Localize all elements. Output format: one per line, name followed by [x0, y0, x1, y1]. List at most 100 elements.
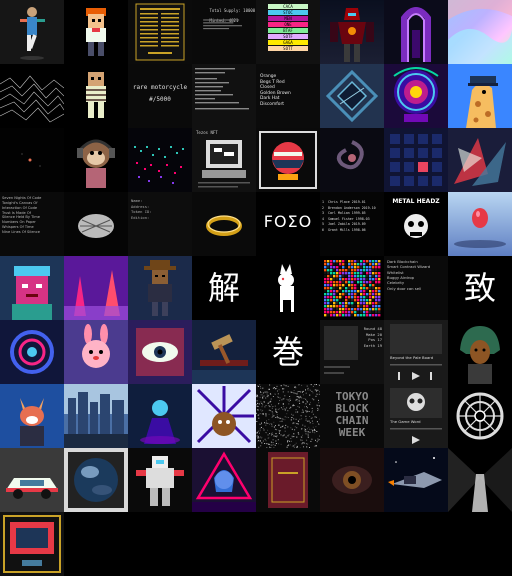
tile-pastel-abstract[interactable] [448, 0, 512, 64]
tile-floating-egg[interactable] [448, 192, 512, 256]
geodesic-orb-art [448, 384, 512, 448]
tile-geodesic-orb[interactable] [448, 384, 512, 448]
tile-red-robot[interactable] [320, 0, 384, 64]
tile-gold-ring[interactable] [192, 192, 256, 256]
tile-color-pills[interactable]: CACA STOC MEN ONE BTAF SOTF GAGA SOTT [256, 0, 320, 64]
tile-neon-rider[interactable] [128, 384, 192, 448]
tile-dot-matrix[interactable] [128, 128, 192, 192]
tile-pixel-kid[interactable] [64, 0, 128, 64]
color-pill: SOTF [268, 34, 308, 39]
tile-blue-tile-grid[interactable] [384, 128, 448, 192]
tile-pink-face-pixel[interactable] [0, 256, 64, 320]
tile-race-car[interactable] [0, 448, 64, 512]
tile-dark-eye[interactable] [320, 448, 384, 512]
tile-neon-triangle-girl[interactable] [192, 448, 256, 512]
tile-static-noise[interactable] [256, 384, 320, 448]
eye-pattern-art [128, 320, 192, 384]
light-corridor-art [448, 448, 512, 512]
tile-pixel-mech[interactable] [128, 448, 192, 512]
tile-menu-list[interactable]: Dark Blockchain Smart Contract Wizard Wh… [384, 256, 448, 320]
tile-metal-headz[interactable]: METAL HEADZ [384, 192, 448, 256]
play-icon [412, 372, 420, 380]
white-llama-art [256, 256, 320, 320]
tile-pixel-skeleton[interactable] [64, 64, 128, 128]
tile-gavel-scene[interactable] [192, 320, 256, 384]
attribute-item: Closed [260, 85, 275, 90]
tile-city-skyline[interactable] [64, 384, 128, 448]
dark-swirl-art [320, 128, 384, 192]
tile-dancing-figure[interactable] [0, 0, 64, 64]
menu-entry: Only door can sell [387, 286, 421, 291]
tile-trait-list-doc[interactable] [192, 64, 256, 128]
wire-terrain-art [0, 64, 64, 128]
neon-triangle-girl-art [192, 448, 256, 512]
tile-cowboy-pixel[interactable] [128, 256, 192, 320]
meta-label: Address: [131, 204, 149, 209]
tile-space-ship[interactable] [384, 448, 448, 512]
tile-supply-stats[interactable]: Total Supply: 10000 Minted: 4821 [192, 0, 256, 64]
tile-skull-player[interactable]: The Game Word [384, 384, 448, 448]
fractal-bloom-art [0, 320, 64, 384]
attribute-item: Orange [260, 74, 276, 79]
red-robot-art [320, 0, 384, 64]
tile-white-shell[interactable] [64, 192, 128, 256]
tile-fomo-text[interactable]: FOΣO [256, 192, 320, 256]
pink-face-art [0, 256, 64, 320]
tile-rare-motorcycle[interactable]: rare motorcycle #/5000 [128, 64, 192, 128]
tile-trait-attributes[interactable]: Orange Begs T Red Closed Golden Brown Da… [256, 64, 320, 128]
color-pill: GAGA [268, 40, 308, 45]
tile-tezos-nft-window[interactable]: Tezos NFT [192, 128, 256, 192]
tile-light-corridor[interactable] [448, 448, 512, 512]
play-icon [412, 436, 420, 444]
tile-white-llama[interactable] [256, 256, 320, 320]
tile-kanji-scroll[interactable]: 巻 [256, 320, 320, 384]
tile-sunset-badge[interactable] [256, 128, 320, 192]
attribute-item: Golden Brown [260, 91, 291, 96]
tile-fox-character[interactable] [0, 384, 64, 448]
meta-label: Edition: [131, 215, 149, 220]
cartoon-burst-art [192, 384, 256, 448]
tile-music-player[interactable]: Beyond the Pale Board [384, 320, 448, 384]
tile-wire-terrain[interactable] [0, 64, 64, 128]
tile-captain-giraffe[interactable] [448, 64, 512, 128]
tile-eye-pattern[interactable] [128, 320, 192, 384]
tile-neon-arch[interactable] [384, 0, 448, 64]
tile-tokyo-blockchain-week[interactable]: TOKYO BLOCK CHAIN WEEK [320, 384, 384, 448]
tile-pink-bunny[interactable] [64, 320, 128, 384]
race-car-art [0, 448, 64, 512]
glass-orb-art [64, 448, 128, 512]
ranking-entry: 2 Brendon Anderson 2019-10 [322, 206, 376, 210]
pastel-abstract-art [448, 0, 512, 64]
tile-dark-void[interactable] [0, 128, 64, 192]
tile-monkey-headphones[interactable] [64, 128, 128, 192]
kanji-glyph: 解 [192, 268, 256, 308]
neon-arch-art [384, 0, 448, 64]
tile-blue-diamond[interactable] [320, 64, 384, 128]
tile-cartoon-burst[interactable] [192, 384, 256, 448]
pixel-kid-art [64, 0, 128, 64]
tile-ranking-list[interactable]: 1 Chris Place 2019-01 2 Brendon Anderson… [320, 192, 384, 256]
attribute-item: Discomfort [260, 102, 284, 107]
tile-pink-forest[interactable] [64, 256, 128, 320]
tile-fractal-bloom[interactable] [0, 320, 64, 384]
tile-green-hair-portrait[interactable] [448, 320, 512, 384]
blue-diamond-art [320, 64, 384, 128]
tile-framed-monitor[interactable] [0, 512, 64, 576]
tile-token-meta[interactable]: Name: Address: Token ID: Edition: [128, 192, 192, 256]
pink-bunny-art [64, 320, 128, 384]
tile-glass-orb[interactable] [64, 448, 128, 512]
tile-dark-swirl[interactable] [320, 128, 384, 192]
tile-poem-text[interactable]: Seven Nights Of Code Tonight's Canvas Of… [0, 192, 64, 256]
tile-kanji-solve[interactable]: 解 [192, 256, 256, 320]
color-pill: ONE [268, 22, 308, 27]
tile-gold-table[interactable] [128, 0, 192, 64]
poem-line: Silence Held By Time [2, 215, 40, 219]
tile-book-cover[interactable] [256, 448, 320, 512]
tile-crystal-ball[interactable] [384, 64, 448, 128]
tile-kanji-reach[interactable]: 致 [448, 256, 512, 320]
player-art-frame [384, 320, 448, 384]
tile-triangle-shards[interactable] [448, 128, 512, 192]
tile-color-noise-grid[interactable] [320, 256, 384, 320]
tile-score-sidebar[interactable]: Round 48 Make 20 Pos 17 Earth 19 [320, 320, 384, 384]
fox-character-art [0, 384, 64, 448]
